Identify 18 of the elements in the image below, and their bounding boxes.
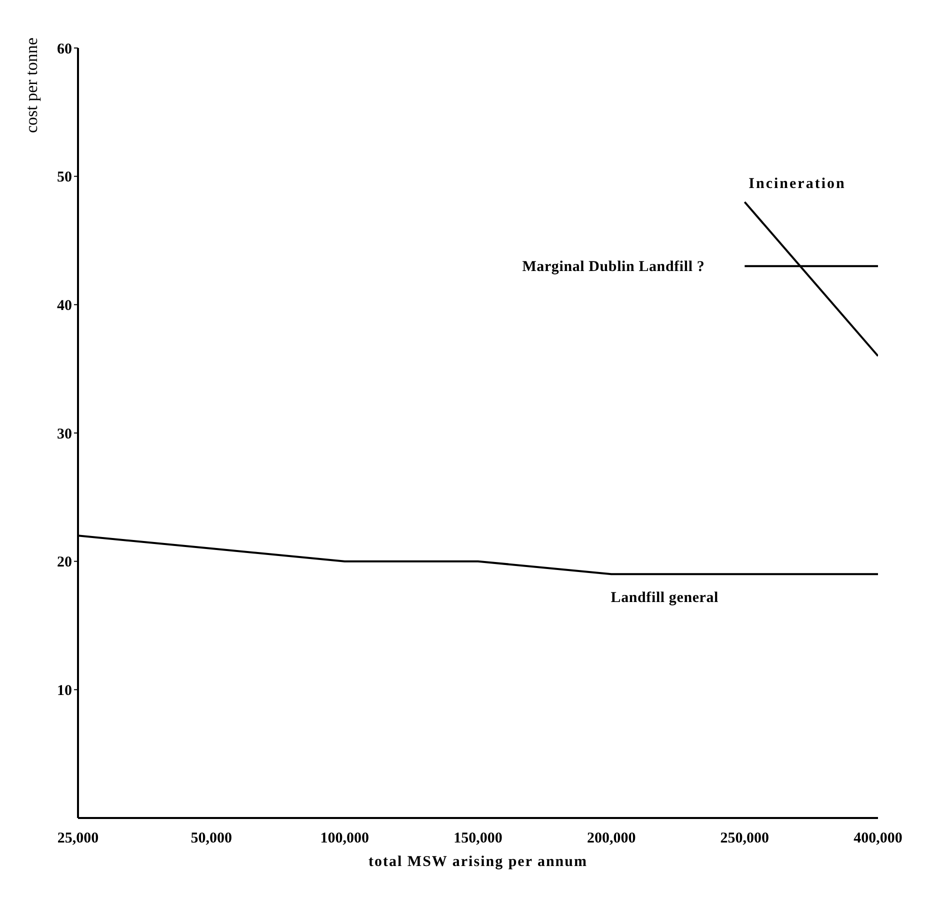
- x-tick-label: 150,000: [454, 830, 502, 847]
- x-tick-label: 100,000: [320, 830, 370, 847]
- y-tick-label: 50: [57, 170, 72, 186]
- y-tick-label: 40: [57, 298, 72, 314]
- y-tick-label: 20: [57, 554, 72, 571]
- y-tick-label: 30: [57, 426, 72, 442]
- x-axis-title: total MSW arising per annum: [368, 854, 588, 870]
- y-tick-label: 60: [57, 41, 72, 58]
- text: Marginal Dublin Landfill ?: [522, 259, 705, 276]
- y-axis-title: cost per tonne: [22, 38, 42, 133]
- x-tick-label: 250,000: [720, 830, 770, 847]
- x-tick-label: 400,000: [854, 830, 902, 847]
- y-tick-label: 10: [57, 682, 72, 699]
- series-label: Incineration: [748, 176, 846, 192]
- x-tick-label: 25,000: [57, 830, 99, 847]
- x-tick-label: 50,000: [190, 830, 232, 847]
- x-tick-label: 200,000: [586, 830, 636, 847]
- series-label: Landfill general: [610, 590, 719, 606]
